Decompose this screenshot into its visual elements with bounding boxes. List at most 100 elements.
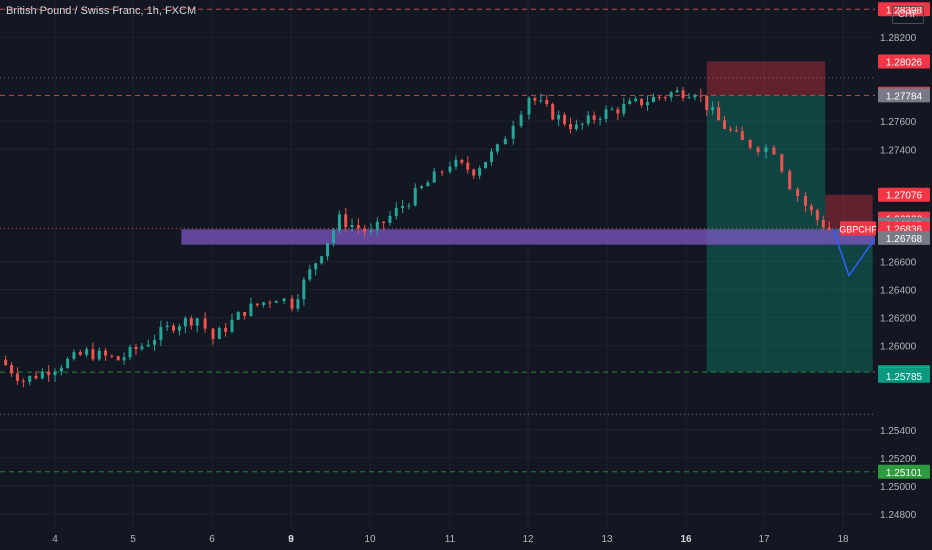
candle-body xyxy=(574,124,578,130)
candle-body xyxy=(527,97,531,115)
price-label-badge[interactable] xyxy=(878,464,930,479)
candle-body xyxy=(454,159,458,167)
candle-body xyxy=(97,350,101,360)
price-label-badge[interactable] xyxy=(878,88,930,103)
candle-body xyxy=(183,318,187,327)
candle-body xyxy=(622,103,626,114)
candle-body xyxy=(788,171,792,190)
candle-body xyxy=(821,219,825,228)
y-tick-label: 1.27600 xyxy=(880,117,917,128)
candle-body xyxy=(369,229,373,232)
candle-body xyxy=(211,328,215,340)
take-profit-zone[interactable] xyxy=(825,228,873,373)
candle-body xyxy=(314,263,318,270)
candle-body xyxy=(47,371,51,376)
y-tick-label: 1.25000 xyxy=(880,482,917,493)
candle-body xyxy=(110,355,114,357)
candle-body xyxy=(255,303,259,306)
candle-body xyxy=(723,120,727,129)
candle-body xyxy=(663,97,667,99)
price-label-text: 1.28026 xyxy=(886,57,923,68)
y-tick-label: 1.26200 xyxy=(880,314,917,325)
price-label-text: 1.28398 xyxy=(886,5,923,16)
candle-body xyxy=(224,328,228,332)
candle-body xyxy=(34,375,38,379)
y-tick-label: 1.26600 xyxy=(880,257,917,268)
candle-body xyxy=(748,139,752,148)
candle-body xyxy=(557,114,561,120)
stop-loss-zone[interactable] xyxy=(706,61,826,96)
candle-body xyxy=(10,365,14,374)
candle-body xyxy=(320,256,324,264)
candle-body xyxy=(21,380,25,382)
candle-body xyxy=(337,214,341,231)
candle-body xyxy=(634,98,638,101)
price-label-badge[interactable] xyxy=(878,2,930,17)
candle-body xyxy=(189,318,193,326)
price-label-text: 1.25785 xyxy=(886,372,923,383)
candle-body xyxy=(586,115,590,124)
x-tick-label: 9 xyxy=(288,534,294,545)
candle-body xyxy=(568,124,572,130)
candle-body xyxy=(478,168,482,176)
candle-body xyxy=(545,100,549,105)
symbol-tag[interactable] xyxy=(840,221,876,236)
candle-body xyxy=(363,228,367,232)
candle-body xyxy=(432,171,436,183)
candle-body xyxy=(551,104,555,120)
candle-body xyxy=(15,373,19,381)
price-label-badge[interactable] xyxy=(878,368,930,383)
candle-body xyxy=(780,154,784,172)
candle-body xyxy=(388,215,392,223)
candle-body xyxy=(217,328,221,340)
y-tick-label: 1.24800 xyxy=(880,510,917,521)
candle-body xyxy=(128,346,132,358)
candle-body xyxy=(440,171,444,173)
price-label-badge[interactable] xyxy=(878,230,930,245)
y-tick-label: 1.26000 xyxy=(880,342,917,353)
x-tick-label: 13 xyxy=(601,534,613,545)
candle-body xyxy=(539,100,543,102)
candle-body xyxy=(243,312,247,316)
candle-body xyxy=(495,144,499,152)
x-tick-label: 5 xyxy=(130,534,136,545)
candle-body xyxy=(382,221,386,223)
support-zone[interactable] xyxy=(181,229,932,245)
candle-body xyxy=(262,302,266,306)
candle-body xyxy=(165,325,169,328)
candle-body xyxy=(646,102,649,106)
candle-body xyxy=(72,352,76,359)
candle-body xyxy=(675,90,679,93)
candle-body xyxy=(85,349,89,355)
candle-body xyxy=(699,95,703,97)
candle-body xyxy=(580,123,584,125)
price-label-badge[interactable] xyxy=(878,187,930,202)
candle-body xyxy=(4,359,8,366)
candle-body xyxy=(693,95,697,98)
candle-body xyxy=(407,205,411,207)
candle-body xyxy=(28,375,32,382)
currency-badge[interactable]: CHF xyxy=(892,6,924,24)
y-tick-label: 1.28200 xyxy=(880,33,917,44)
candle-body xyxy=(756,147,760,153)
candle-body xyxy=(66,358,70,368)
candle-body xyxy=(610,109,614,111)
candle-body xyxy=(651,96,655,103)
candle-body xyxy=(122,357,126,361)
candle-body xyxy=(563,114,567,125)
candle-body xyxy=(466,162,470,170)
y-tick-label: 1.27400 xyxy=(880,145,917,156)
candle-body xyxy=(153,340,157,345)
x-tick-label: 10 xyxy=(364,534,376,545)
candle-body xyxy=(796,189,800,196)
price-label-badge[interactable] xyxy=(878,54,930,69)
candle-body xyxy=(711,107,715,110)
candle-body xyxy=(809,205,813,211)
candle-body xyxy=(657,96,661,98)
candle-body xyxy=(59,367,63,372)
candle-body xyxy=(413,187,417,206)
price-label-text: 1.26836 xyxy=(886,224,923,235)
candle-body xyxy=(236,312,240,320)
